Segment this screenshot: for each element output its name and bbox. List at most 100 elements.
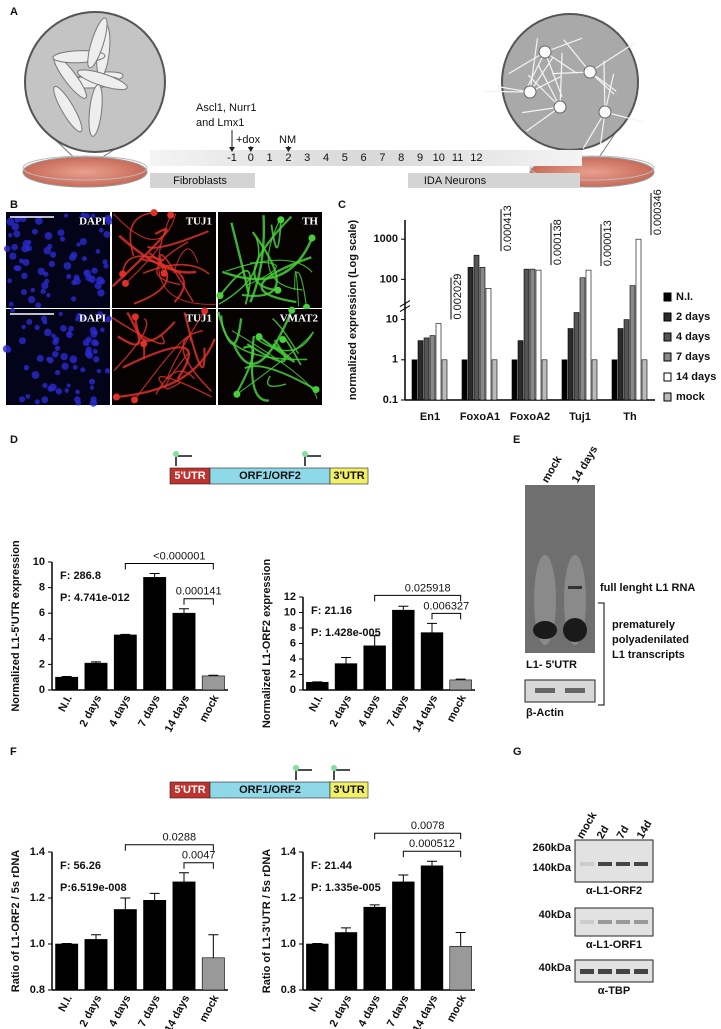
- y-tick-label: 1.2: [30, 892, 45, 904]
- y-tick-label: 4: [39, 633, 46, 645]
- legend-label: 7 days: [676, 351, 710, 363]
- stage-label: Fibroblasts: [173, 175, 227, 187]
- legend-label: N.I.: [676, 291, 693, 303]
- zoom-circle: [501, 13, 639, 151]
- rna-band: [563, 618, 587, 642]
- bar: [417, 340, 424, 401]
- bracket: [183, 862, 214, 869]
- error-bar: [120, 633, 131, 635]
- segment-label: 5'UTR: [174, 470, 205, 482]
- legend-swatch: [663, 352, 672, 362]
- error-bar: [61, 676, 72, 678]
- day-label: 7: [379, 152, 385, 164]
- nucleus: [34, 399, 40, 405]
- x-tick-label: 14 days: [411, 693, 441, 734]
- y-tick-label: 10: [386, 313, 398, 325]
- y-axis-label: Ratio of L1-ORF2 / 5s rDNA: [10, 850, 22, 992]
- bracket-label: 0.0047: [182, 850, 216, 862]
- neurite: [294, 271, 300, 307]
- day-label: 12: [470, 152, 482, 164]
- bar: [635, 238, 642, 401]
- neurite: [544, 51, 563, 98]
- bar: [55, 943, 79, 991]
- panel-label: G: [513, 746, 522, 758]
- error-bar: [455, 932, 466, 947]
- antibody-label: α-L1-ORF1: [586, 939, 642, 951]
- y-tick-label: 0.1: [383, 394, 398, 406]
- nucleus: [47, 385, 54, 392]
- nm-label: NM: [279, 134, 296, 146]
- nucleus: [5, 347, 12, 353]
- nucleus: [53, 336, 60, 343]
- nucleus: [54, 369, 61, 376]
- nucleus: [13, 230, 21, 238]
- bracket: [183, 598, 214, 605]
- y-tick-label: 1.0: [30, 938, 45, 950]
- nucleus: [97, 311, 104, 318]
- bar: [55, 676, 79, 691]
- error-bar: [179, 872, 189, 882]
- lane-label: mock: [540, 453, 565, 485]
- neurite: [253, 215, 293, 292]
- bar: [567, 328, 574, 401]
- error-bar: [208, 934, 219, 958]
- y-tick-label: 1.2: [281, 892, 296, 904]
- bracket-label: 0.0078: [411, 820, 445, 832]
- stat-label: F: 21.16: [311, 605, 352, 617]
- cell-body: [288, 306, 296, 314]
- x-tick-label: 14 days: [163, 693, 193, 734]
- nucleus: [41, 281, 49, 290]
- bracket-label: 0.000512: [409, 838, 455, 850]
- bar: [579, 277, 586, 401]
- lane-label: 7d: [615, 824, 632, 841]
- blot-band: [616, 969, 630, 974]
- nucleus: [80, 367, 86, 373]
- arrow-head: [285, 147, 292, 152]
- nucleus: [8, 232, 13, 238]
- blot-band: [598, 969, 612, 974]
- bar: [491, 359, 498, 401]
- neurite: [220, 315, 308, 361]
- bar: [541, 359, 548, 401]
- bar: [511, 359, 518, 401]
- neurite: [113, 213, 177, 240]
- nucleus: [44, 278, 50, 284]
- x-tick-label: 7 days: [136, 693, 163, 729]
- stain-label: DAPI: [79, 313, 106, 325]
- neurite: [526, 106, 561, 132]
- nucleus: [51, 350, 59, 358]
- arrow-head: [229, 147, 235, 152]
- neurite: [125, 240, 163, 284]
- segment-label: 3'UTR: [333, 784, 364, 796]
- legend-swatch: [663, 312, 672, 322]
- bar: [363, 906, 386, 991]
- nucleus: [48, 260, 56, 268]
- cell-body: [312, 386, 320, 394]
- bar: [429, 335, 436, 401]
- actin-band: [535, 688, 555, 693]
- nucleus: [42, 382, 48, 389]
- error-bar: [369, 635, 380, 646]
- bar: [411, 359, 418, 401]
- full-length-band: [568, 586, 582, 589]
- fibroblast: [77, 69, 128, 91]
- bar: [611, 359, 618, 401]
- nucleus: [88, 378, 96, 385]
- nucleus: [27, 295, 36, 304]
- neurite: [234, 345, 255, 396]
- y-tick-label: 8: [290, 622, 296, 634]
- y-tick-label: 10: [284, 606, 296, 618]
- nucleus: [103, 230, 111, 238]
- day-label: 0: [248, 152, 254, 164]
- x-tick-label: 2 days: [78, 993, 105, 1029]
- bracket: [124, 563, 214, 570]
- marker-label: 40kDa: [539, 962, 572, 974]
- axis-break: [399, 300, 411, 313]
- neurite: [529, 57, 554, 93]
- neurite: [139, 257, 186, 303]
- gene-segment: [329, 781, 369, 799]
- neurite: [116, 338, 216, 399]
- cell-body: [233, 390, 241, 398]
- nucleus: [91, 267, 98, 274]
- bar: [201, 675, 225, 691]
